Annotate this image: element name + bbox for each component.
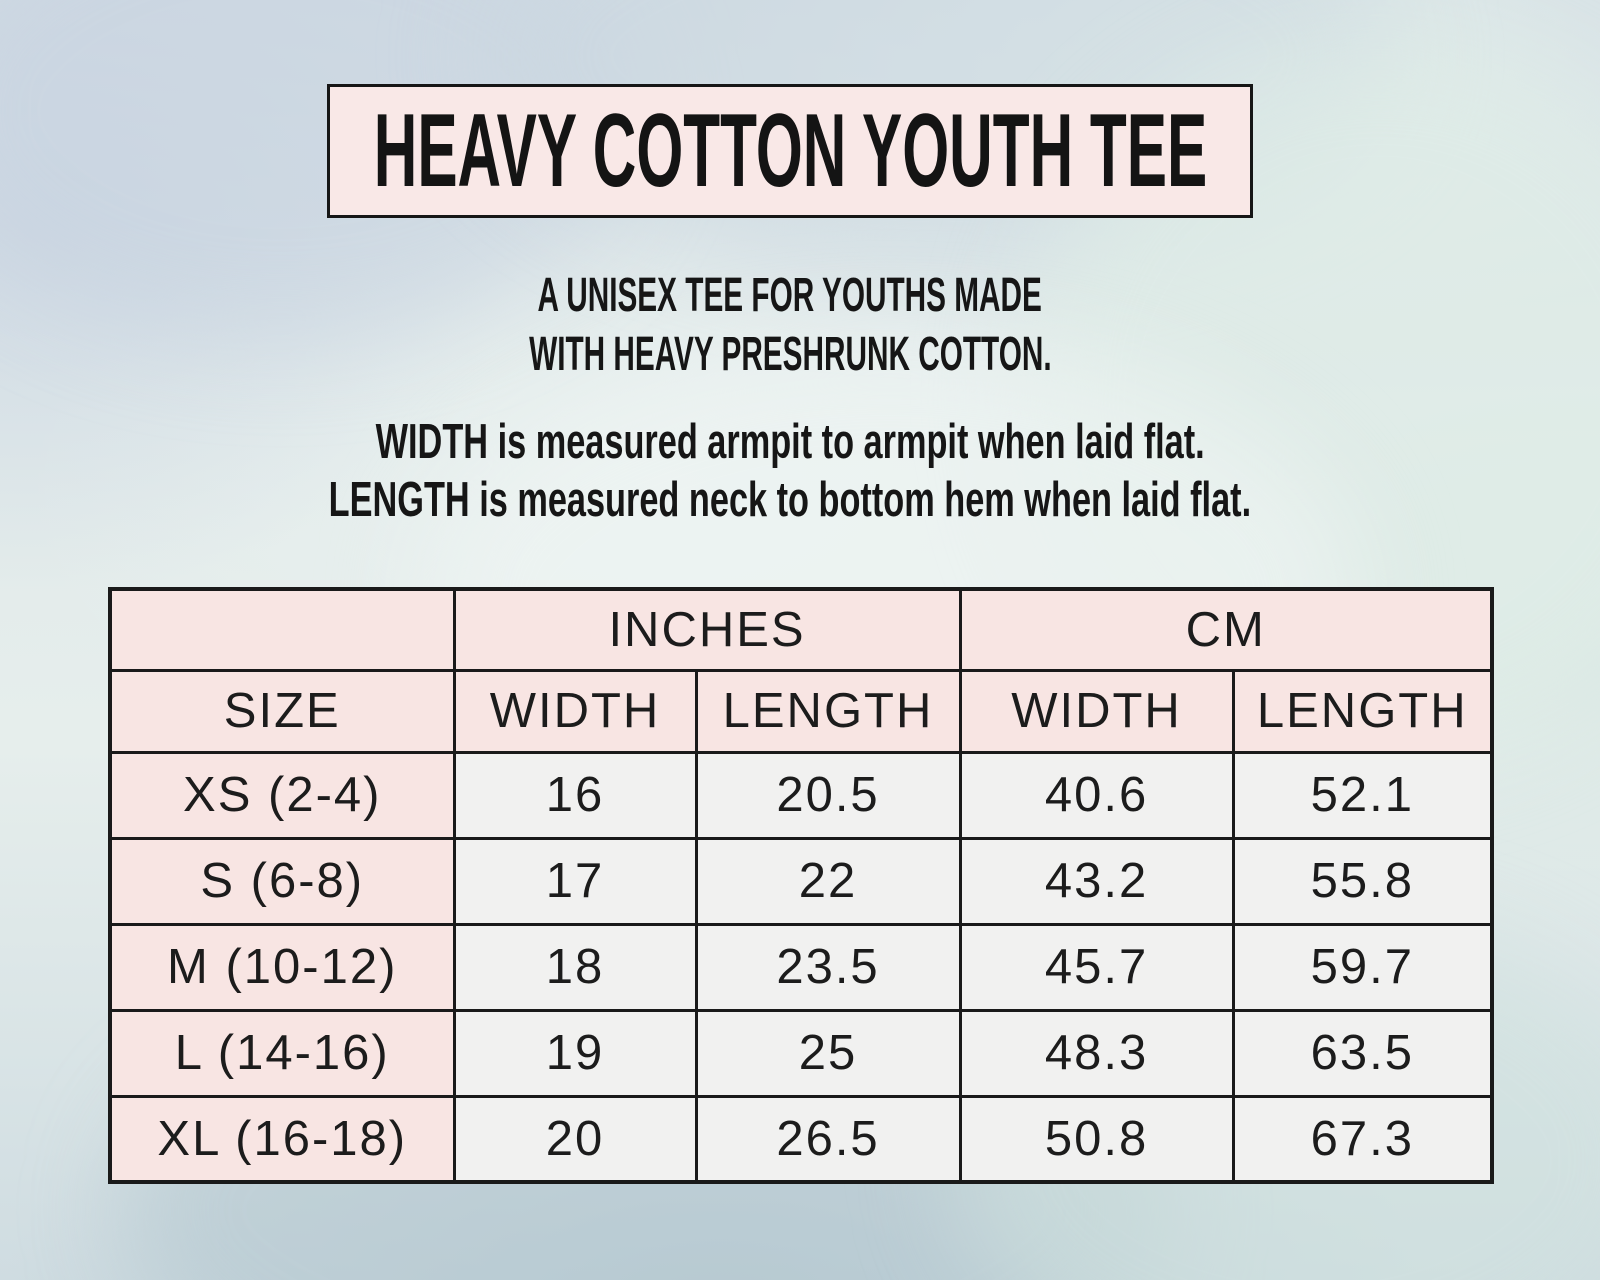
size-cell: XL (16-18) — [108, 1094, 456, 1184]
table-row-xl: XL (16-18) 20 26.5 50.8 67.3 — [108, 1094, 1494, 1184]
value-cell: 59.7 — [1231, 922, 1494, 1012]
unit-header-row: INCHES CM — [108, 587, 1494, 672]
value-cell: 17 — [452, 836, 698, 926]
value-cell: 25 — [694, 1008, 962, 1098]
value-cell: 26.5 — [694, 1094, 962, 1184]
title-banner: HEAVY COTTON YOUTH TEE — [327, 84, 1253, 218]
product-description: A UNISEX TEE FOR YOUTHS MADE WITH HEAVY … — [0, 272, 1580, 390]
value-cell: 63.5 — [1231, 1008, 1494, 1098]
value-cell: 52.1 — [1231, 750, 1494, 840]
size-cell: S (6-8) — [108, 836, 456, 926]
value-cell: 19 — [452, 1008, 698, 1098]
value-cell: 18 — [452, 922, 698, 1012]
description-line: WITH HEAVY PRESHRUNK COTTON. — [528, 328, 1052, 381]
size-chart-table: INCHES CM SIZE WIDTH LENGTH WIDTH LENGTH… — [108, 587, 1495, 1184]
value-cell: 23.5 — [694, 922, 962, 1012]
page-title: HEAVY COTTON YOUTH TEE — [373, 92, 1207, 209]
col-header-size: SIZE — [108, 668, 456, 754]
value-cell: 22 — [694, 836, 962, 926]
col-header-length-in: LENGTH — [694, 668, 962, 754]
measurement-notes: WIDTH is measured armpit to armpit when … — [0, 415, 1580, 535]
description-line: A UNISEX TEE FOR YOUTHS MADE — [537, 269, 1043, 322]
value-cell: 20.5 — [694, 750, 962, 840]
col-header-width-cm: WIDTH — [958, 668, 1235, 754]
unit-header-inches: INCHES — [452, 587, 962, 672]
table-row-s: S (6-8) 17 22 43.2 55.8 — [108, 836, 1494, 926]
table-row-l: L (14-16) 19 25 48.3 63.5 — [108, 1008, 1494, 1098]
value-cell: 55.8 — [1231, 836, 1494, 926]
value-cell: 67.3 — [1231, 1094, 1494, 1184]
unit-header-cm: CM — [958, 587, 1494, 672]
size-cell: L (14-16) — [108, 1008, 456, 1098]
value-cell: 43.2 — [958, 836, 1235, 926]
column-header-row: SIZE WIDTH LENGTH WIDTH LENGTH — [108, 668, 1494, 754]
col-header-length-cm: LENGTH — [1231, 668, 1494, 754]
measurement-note-line: LENGTH is measured neck to bottom hem wh… — [328, 473, 1252, 527]
table-row-m: M (10-12) 18 23.5 45.7 59.7 — [108, 922, 1494, 1012]
table-row-xs: XS (2-4) 16 20.5 40.6 52.1 — [108, 750, 1494, 840]
corner-cell — [108, 587, 456, 672]
value-cell: 16 — [452, 750, 698, 840]
size-cell: XS (2-4) — [108, 750, 456, 840]
col-header-width-in: WIDTH — [452, 668, 698, 754]
value-cell: 48.3 — [958, 1008, 1235, 1098]
measurement-note-line: WIDTH is measured armpit to armpit when … — [375, 415, 1205, 469]
size-cell: M (10-12) — [108, 922, 456, 1012]
value-cell: 40.6 — [958, 750, 1235, 840]
value-cell: 50.8 — [958, 1094, 1235, 1184]
value-cell: 20 — [452, 1094, 698, 1184]
value-cell: 45.7 — [958, 922, 1235, 1012]
